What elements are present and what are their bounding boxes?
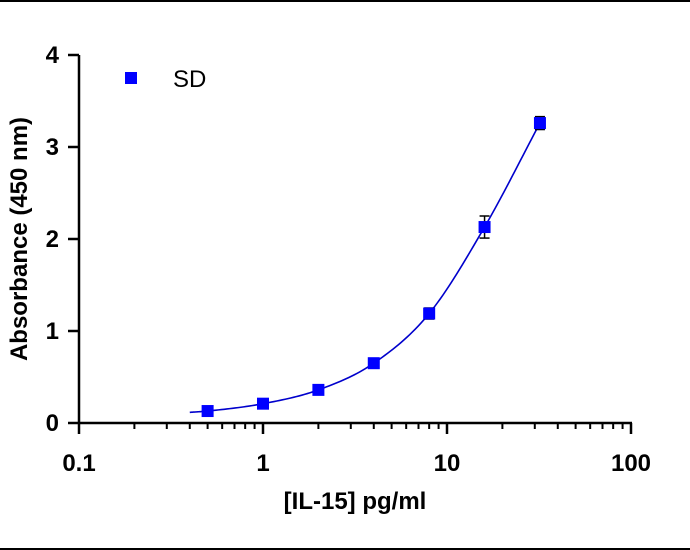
y-tick-label: 3 <box>46 134 59 161</box>
y-axis-title: Absorbance (450 nm) <box>6 117 33 361</box>
x-axis-title: [IL-15] pg/ml <box>284 488 427 515</box>
data-point <box>478 221 491 234</box>
x-tick-label: 0.1 <box>62 450 95 477</box>
fit-curve <box>189 122 541 414</box>
data-point <box>201 405 214 418</box>
legend-label-sd: SD <box>173 66 206 93</box>
y-ticks: 0 1 2 3 4 <box>46 42 79 437</box>
x-tick-label: 100 <box>611 450 651 477</box>
y-tick-label: 0 <box>46 410 59 437</box>
y-tick-label: 2 <box>46 226 59 253</box>
data-point <box>257 397 269 410</box>
data-point <box>533 117 546 130</box>
axes <box>77 55 632 425</box>
x-tick-label: 10 <box>434 450 461 477</box>
legend: SD <box>125 66 206 93</box>
x-tick-label: 1 <box>256 450 269 477</box>
data-point <box>312 383 325 396</box>
y-tick-label: 4 <box>46 42 60 69</box>
data-point <box>423 307 436 320</box>
data-point <box>367 357 380 370</box>
y-tick-label: 1 <box>46 318 59 345</box>
x-ticks: 0.1 1 10 100 <box>62 423 651 477</box>
data-markers <box>201 117 546 418</box>
legend-marker <box>125 72 137 84</box>
